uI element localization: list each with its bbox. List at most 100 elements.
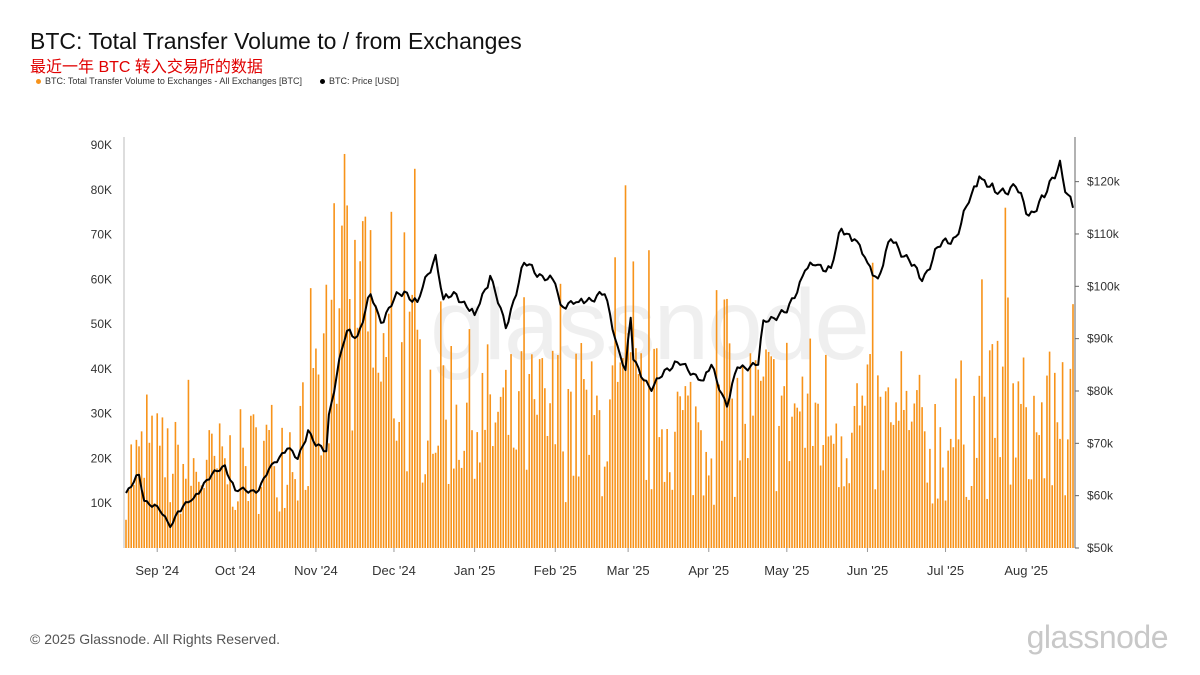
volume-bar bbox=[512, 447, 515, 548]
volume-bar bbox=[221, 446, 224, 548]
volume-bar bbox=[1064, 495, 1066, 548]
volume-bar bbox=[970, 486, 973, 548]
volume-bar bbox=[317, 374, 320, 548]
volume-bar bbox=[351, 430, 354, 548]
volume-bar bbox=[328, 443, 330, 548]
legend-item-volume[interactable]: BTC: Total Transfer Volume to Exchanges … bbox=[36, 76, 302, 86]
volume-bar bbox=[440, 301, 442, 548]
volume-bar bbox=[1061, 362, 1064, 548]
volume-bar bbox=[991, 344, 994, 548]
volume-bar bbox=[960, 360, 962, 548]
volume-bar bbox=[986, 498, 988, 548]
y-right-tick-label: $70k bbox=[1087, 436, 1114, 450]
volume-bar bbox=[156, 413, 159, 548]
volume-bar bbox=[479, 462, 481, 548]
volume-bar bbox=[1012, 383, 1014, 548]
volume-bar bbox=[939, 427, 942, 548]
volume-bar bbox=[942, 467, 944, 548]
volume-bar bbox=[570, 391, 572, 548]
volume-bar bbox=[1043, 478, 1046, 548]
volume-bar bbox=[760, 380, 762, 548]
volume-bar bbox=[544, 388, 546, 548]
volume-bar bbox=[929, 448, 931, 548]
volume-bar bbox=[923, 431, 926, 548]
volume-bar bbox=[825, 354, 827, 548]
volume-bar bbox=[640, 353, 642, 548]
volume-bar bbox=[458, 459, 460, 548]
volume-bar bbox=[322, 333, 325, 548]
volume-bar bbox=[400, 342, 403, 548]
volume-bar bbox=[398, 422, 400, 548]
volume-bar bbox=[596, 395, 598, 548]
volume-bar bbox=[442, 365, 445, 548]
legend-item-price[interactable]: BTC: Price [USD] bbox=[319, 76, 399, 86]
volume-bar bbox=[557, 355, 559, 548]
volume-bar bbox=[247, 501, 250, 548]
volume-bar bbox=[879, 396, 882, 548]
copyright-text: © 2025 Glassnode. All Rights Reserved. bbox=[30, 631, 281, 647]
volume-bar bbox=[466, 402, 468, 548]
volume-bar bbox=[174, 421, 177, 548]
volume-bar bbox=[390, 211, 393, 548]
volume-bar bbox=[996, 340, 999, 548]
volume-bar bbox=[135, 439, 138, 548]
volume-bar bbox=[905, 390, 908, 548]
volume-bar bbox=[676, 391, 679, 548]
volume-bar bbox=[125, 519, 127, 548]
volume-bar bbox=[817, 403, 819, 548]
volume-bar bbox=[661, 429, 663, 548]
x-tick-label: Jul '25 bbox=[927, 563, 964, 578]
volume-bar bbox=[786, 342, 788, 548]
volume-bar bbox=[315, 348, 317, 548]
y-left-tick-label: 30K bbox=[91, 407, 112, 421]
volume-bar bbox=[151, 415, 153, 548]
volume-bar bbox=[931, 503, 934, 548]
volume-bar bbox=[629, 352, 632, 548]
volume-bar bbox=[450, 346, 453, 548]
volume-bar bbox=[835, 423, 838, 548]
volume-bar bbox=[364, 216, 367, 548]
volume-bar bbox=[387, 313, 390, 548]
volume-bar bbox=[239, 409, 242, 548]
volume-bar bbox=[354, 239, 356, 548]
volume-bar bbox=[296, 500, 299, 548]
volume-bar bbox=[583, 379, 585, 548]
volume-bar bbox=[1051, 485, 1053, 548]
volume-bar bbox=[341, 225, 343, 548]
volume-bar bbox=[710, 458, 713, 548]
volume-bar bbox=[473, 478, 476, 548]
volume-bar bbox=[252, 414, 255, 548]
volume-bar bbox=[492, 446, 494, 548]
volume-bar bbox=[525, 469, 528, 548]
volume-bar bbox=[861, 395, 864, 548]
volume-bar bbox=[559, 283, 562, 548]
volume-bar bbox=[507, 434, 510, 548]
y-left-tick-label: 50K bbox=[91, 317, 112, 331]
volume-bar bbox=[278, 511, 281, 548]
volume-bar bbox=[1030, 479, 1033, 548]
volume-bar bbox=[481, 372, 484, 548]
volume-bar bbox=[276, 497, 278, 548]
volume-bar bbox=[694, 406, 697, 548]
volume-bar bbox=[981, 279, 983, 548]
volume-bar bbox=[218, 423, 221, 548]
volume-bar bbox=[133, 484, 135, 548]
volume-bar bbox=[237, 501, 239, 548]
volume-bar bbox=[838, 487, 840, 548]
volume-bar bbox=[531, 354, 533, 548]
chart-axes: 10K 20K 30K 40K 50K 60K 70K 80K 90K $50k $60k $70k $… bbox=[91, 137, 1121, 578]
legend-label-volume: BTC: Total Transfer Volume to Exchanges … bbox=[45, 76, 302, 86]
volume-bar bbox=[289, 432, 291, 548]
volume-bar bbox=[890, 422, 892, 548]
volume-bar bbox=[947, 450, 949, 548]
volume-bar bbox=[476, 432, 479, 548]
volume-bar bbox=[572, 475, 575, 548]
volume-bar bbox=[486, 344, 489, 548]
volume-bar bbox=[1007, 297, 1009, 548]
volume-bar bbox=[195, 471, 198, 548]
volume-bar bbox=[892, 424, 895, 548]
volume-bar bbox=[806, 393, 809, 548]
volume-bar bbox=[432, 453, 434, 548]
x-tick-label: Oct '24 bbox=[215, 563, 256, 578]
volume-bar bbox=[687, 395, 689, 548]
